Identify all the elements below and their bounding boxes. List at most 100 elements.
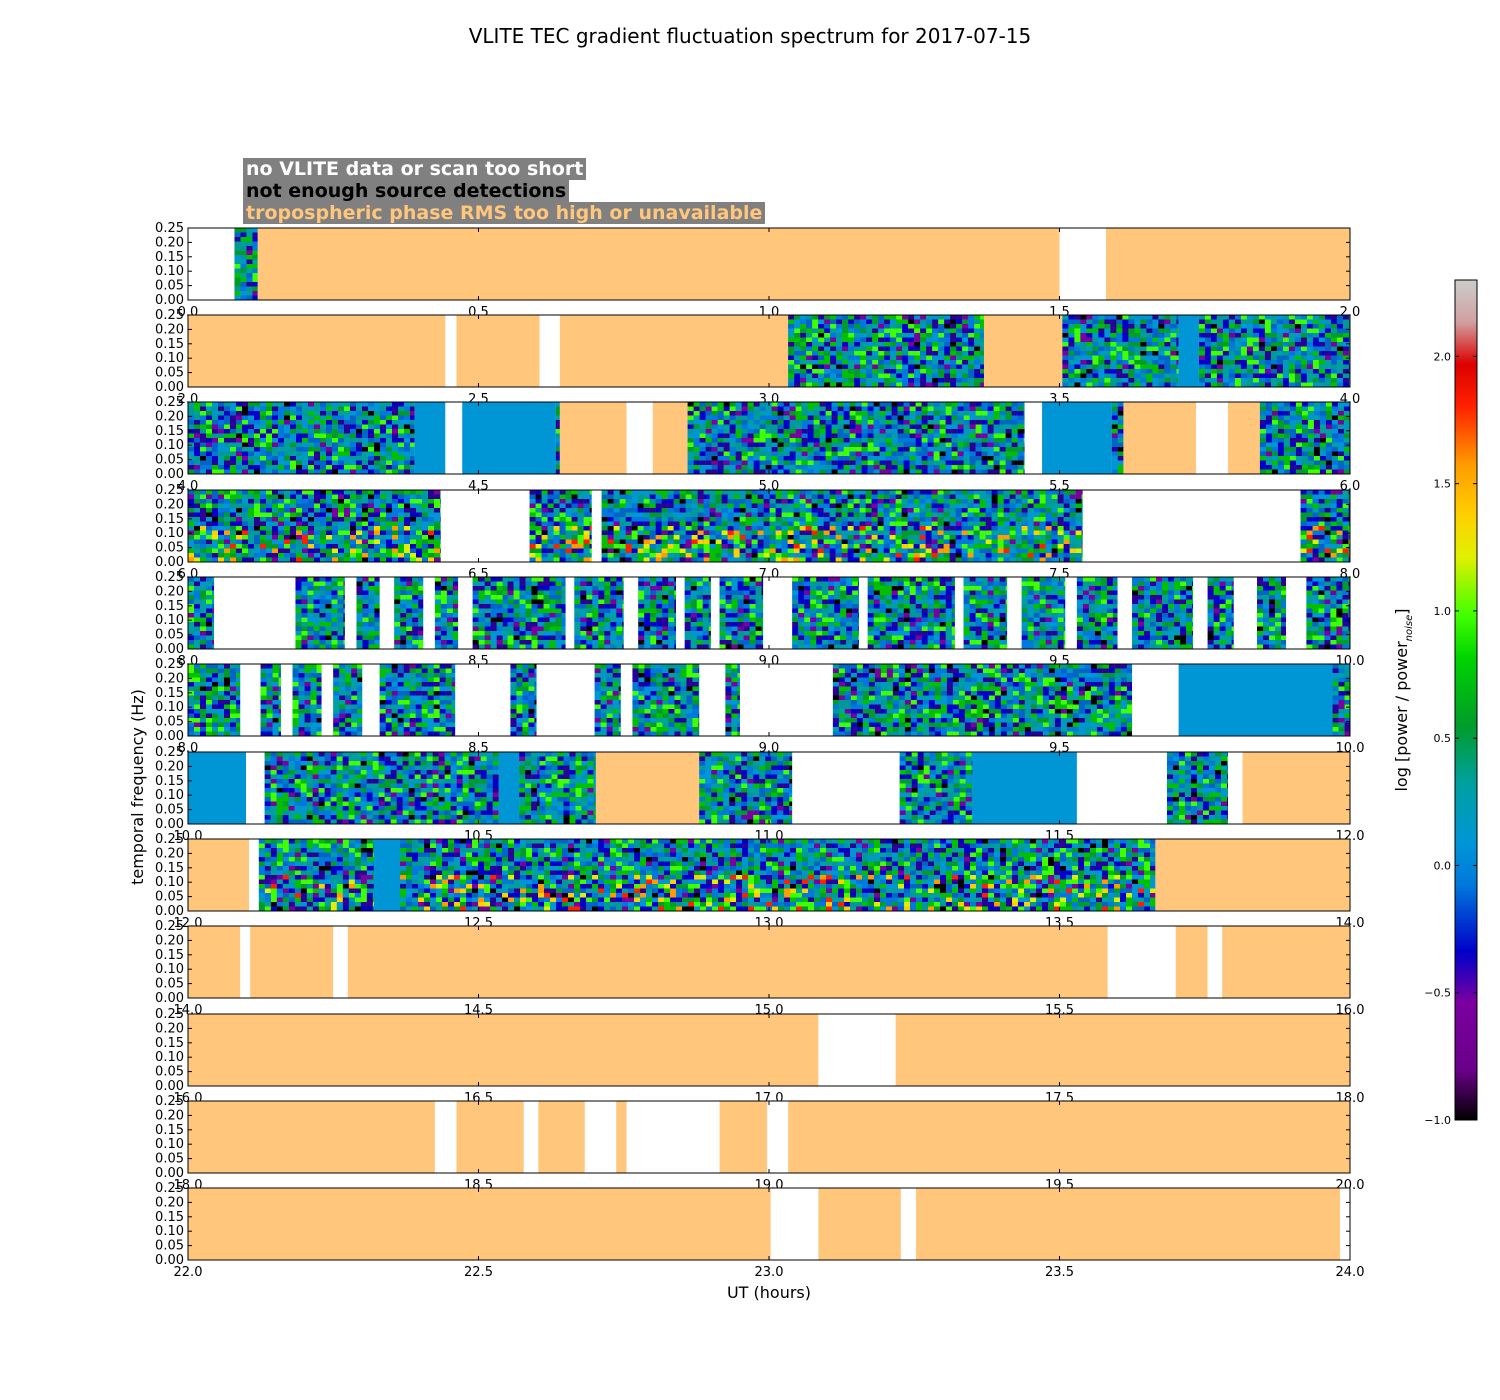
spectrum-cell [314, 490, 320, 495]
spectrum-cell [1080, 369, 1087, 374]
spectrum-cell [254, 433, 260, 438]
spectrum-cell [1164, 369, 1171, 374]
spectrum-cell [727, 521, 734, 526]
spectrum-cell [290, 415, 296, 420]
spectrum-cell [541, 499, 548, 504]
spectrum-cell [314, 499, 320, 504]
spectrum-cell [769, 517, 776, 522]
spectrum-cell [1117, 451, 1124, 456]
spectrum-cell [410, 465, 415, 470]
spectrum-cell [980, 333, 984, 338]
spectrum-cell [278, 512, 284, 517]
spectrum-cell [326, 429, 332, 434]
spectrum-cell [1300, 319, 1307, 324]
spectrum-cell [230, 402, 236, 407]
spectrum-cell [824, 378, 831, 383]
spectrum-cell [781, 494, 788, 499]
spectrum-cell [553, 521, 560, 526]
spectrum-cell [1117, 429, 1124, 434]
spectrum-cell [945, 469, 952, 474]
spectrum-cell [1337, 429, 1344, 434]
spectrum-cell [783, 406, 790, 411]
spectrum-cell [559, 530, 566, 535]
spectrum-cell [903, 465, 910, 470]
spectrum-cell [601, 499, 608, 504]
spectrum-cell [368, 526, 374, 531]
spectrum-cell [200, 521, 206, 526]
spectrum-cell [1086, 319, 1093, 324]
spectrum-cell [1331, 406, 1338, 411]
spectrum-cell [1128, 346, 1135, 351]
spectrum-cell [902, 360, 909, 365]
spectrum-cell [729, 411, 736, 416]
spectrum-cell [230, 548, 236, 553]
spectrum-cell [687, 433, 694, 438]
spectrum-cell [428, 539, 434, 544]
spectrum-cell [806, 324, 813, 329]
spectrum-cell [915, 406, 922, 411]
spectrum-cell [926, 337, 933, 342]
spectrum-cell [951, 442, 958, 447]
spectrum-cell [1325, 411, 1332, 416]
spectrum-cell [980, 346, 984, 351]
spectrum-cell [775, 544, 782, 549]
spectrum-cell [735, 411, 742, 416]
spectrum-cell [945, 438, 952, 443]
spectrum-cell [278, 535, 284, 540]
spectrum-cell [206, 447, 212, 452]
spectrum-cell [246, 250, 253, 255]
spectrum-cell [555, 442, 560, 447]
spectrum-cell [386, 424, 392, 429]
spectrum-cell [721, 535, 728, 540]
spectrum-cell [1216, 328, 1223, 333]
spectrum-cell [801, 460, 808, 465]
spectrum-cell [853, 535, 860, 540]
spectrum-cell [1265, 451, 1272, 456]
spectrum-cell [368, 490, 374, 495]
spectrum-cell [559, 557, 566, 562]
spectrum-cell [867, 442, 874, 447]
spectrum-cell [1198, 355, 1205, 360]
spectrum-cell [897, 456, 904, 461]
spectrum-cell [1158, 337, 1165, 342]
spectrum-cell [1288, 364, 1295, 369]
spectrum-cell [855, 406, 862, 411]
spectrum-cell [950, 328, 957, 333]
spectrum-cell [314, 508, 320, 513]
spectrum-cell [1152, 328, 1159, 333]
spectrum-cell [1264, 369, 1271, 374]
spectrum-cell [188, 447, 194, 452]
segment-spectrum [788, 315, 984, 387]
spectrum-cell [240, 268, 247, 273]
spectrum-cell [194, 512, 200, 517]
spectrum-cell [284, 460, 290, 465]
spectrum-cell [266, 465, 272, 470]
spectrum-cell [553, 490, 560, 495]
spectrum-cell [1300, 346, 1307, 351]
spectrum-cell [1092, 373, 1099, 378]
spectrum-cell [1011, 420, 1018, 425]
spectrum-cell [1282, 315, 1289, 320]
spectrum-cell [260, 503, 266, 508]
spectrum-cell [860, 337, 867, 342]
spectrum-cell [920, 333, 927, 338]
spectrum-cell [655, 517, 662, 522]
spectrum-cell [374, 526, 380, 531]
segment-spectrum [1198, 315, 1350, 387]
spectrum-cell [878, 382, 885, 387]
spectrum-cell [788, 369, 795, 374]
spectrum-cell [883, 553, 890, 558]
spectrum-cell [332, 512, 338, 517]
spectrum-cell [824, 369, 831, 374]
spectrum-cell [987, 460, 994, 465]
spectrum-cell [1146, 324, 1153, 329]
spectrum-cell [218, 447, 224, 452]
spectrum-cell [873, 424, 880, 429]
spectrum-cell [691, 499, 698, 504]
spectrum-cell [853, 494, 860, 499]
spectrum-cell [878, 337, 885, 342]
spectrum-cell [248, 503, 254, 508]
spectrum-cell [308, 539, 314, 544]
spectrum-cell [434, 517, 440, 522]
spectrum-cell [873, 465, 880, 470]
